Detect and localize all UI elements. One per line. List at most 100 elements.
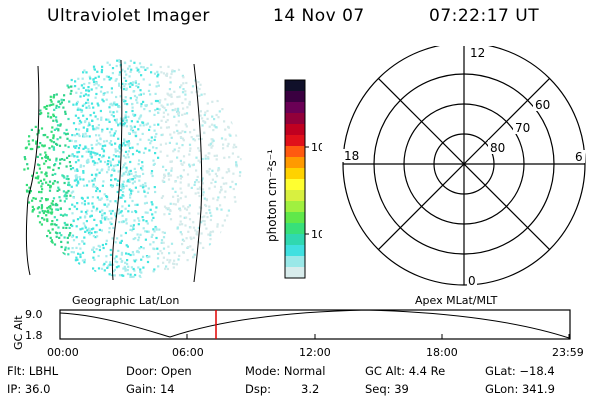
aurora-pixel: [113, 164, 116, 168]
aurora-pixel: [79, 178, 82, 181]
aurora-pixel: [185, 125, 188, 128]
colorbar-swatch: [285, 157, 305, 169]
aurora-pixel: [108, 142, 112, 145]
aurora-pixel: [35, 171, 38, 174]
aurora-pixel: [95, 248, 98, 251]
aurora-pixel: [46, 219, 49, 223]
aurora-pixel: [65, 197, 68, 200]
aurora-pixel: [77, 107, 80, 110]
aurora-pixel: [153, 162, 156, 165]
aurora-pixel: [83, 261, 86, 264]
aurora-pixel: [47, 115, 50, 118]
aurora-pixel: [101, 128, 104, 131]
aurora-pixel: [108, 106, 111, 109]
aurora-pixel: [111, 237, 114, 240]
aurora-pixel: [117, 212, 120, 215]
aurora-pixel: [67, 117, 70, 121]
aurora-pixel: [54, 231, 58, 234]
aurora-pixel: [193, 128, 196, 131]
aurora-pixel: [63, 200, 66, 203]
aurora-pixel: [224, 190, 227, 193]
aurora-pixel: [182, 107, 185, 110]
aurora-pixel: [133, 90, 136, 93]
aurora-pixel: [117, 249, 120, 252]
aurora-pixel: [206, 102, 209, 105]
aurora-pixel: [131, 109, 134, 113]
instrument-title: Ultraviolet Imager: [47, 6, 210, 26]
aurora-pixel: [164, 98, 167, 101]
aurora-pixel: [59, 199, 62, 202]
aurora-pixel: [177, 68, 181, 71]
aurora-pixel: [106, 266, 109, 269]
aurora-pixel: [125, 111, 128, 114]
aurora-pixel: [210, 181, 213, 185]
aurora-pixel: [99, 160, 102, 163]
aurora-pixel: [98, 198, 101, 201]
aurora-pixel: [124, 102, 127, 105]
aurora-pixel: [41, 188, 44, 191]
aurora-pixel: [195, 134, 199, 137]
aurora-pixel: [195, 156, 198, 159]
aurora-pixel: [215, 126, 218, 129]
aurora-pixel: [70, 89, 73, 93]
aurora-pixel: [123, 140, 126, 143]
aurora-pixel: [112, 154, 115, 157]
aurora-pixel: [165, 207, 168, 210]
aurora-pixel: [83, 103, 86, 106]
aurora-pixel: [46, 206, 49, 210]
aurora-pixel: [196, 86, 199, 89]
aurora-pixel: [206, 216, 209, 219]
aurora-pixel: [142, 255, 145, 258]
colorbar-swatch: [285, 234, 305, 246]
colorbar-swatch: [285, 212, 305, 224]
aurora-pixel: [72, 190, 75, 193]
aurora-pixel: [186, 259, 189, 262]
aurora-pixel: [46, 198, 49, 201]
aurora-pixel: [102, 100, 105, 103]
aurora-pixel: [67, 247, 70, 250]
aurora-pixel: [201, 177, 204, 180]
aurora-pixel: [213, 185, 216, 188]
aurora-pixel: [128, 65, 131, 68]
aurora-pixel: [109, 110, 112, 114]
aurora-pixel: [211, 230, 215, 233]
aurora-pixel: [65, 191, 68, 194]
aurora-pixel: [226, 214, 229, 217]
aurora-pixel: [84, 215, 87, 218]
aurora-pixel: [201, 216, 204, 219]
aurora-pixel: [218, 168, 221, 171]
aurora-pixel: [108, 78, 111, 81]
aurora-pixel: [50, 241, 53, 244]
aurora-pixel: [129, 228, 132, 231]
aurora-pixel: [51, 173, 54, 176]
aurora-pixel: [89, 114, 92, 117]
aurora-pixel: [88, 135, 91, 138]
aurora-pixel: [160, 241, 163, 244]
aurora-pixel: [179, 177, 182, 180]
aurora-pixel: [141, 165, 144, 168]
aurora-pixel: [113, 257, 116, 260]
colorbar-ticklabel-100: 100: [311, 141, 322, 154]
aurora-pixel: [151, 203, 154, 206]
aurora-pixel: [101, 217, 104, 220]
aurora-pixel: [107, 118, 110, 121]
aurora-pixel: [37, 131, 40, 134]
aurora-pixel: [65, 177, 68, 180]
aurora-pixel: [181, 144, 184, 147]
aurora-pixel: [172, 150, 175, 153]
aurora-pixel: [93, 250, 96, 254]
aurora-pixel: [173, 90, 176, 93]
aurora-pixel: [206, 171, 209, 174]
aurora-pixel: [65, 165, 68, 168]
aurora-pixel: [103, 140, 106, 143]
aurora-pixel: [108, 63, 111, 66]
aurora-pixel: [124, 150, 128, 153]
aurora-pixel: [139, 277, 143, 278]
aurora-pixel: [157, 73, 160, 76]
aurora-pixel: [116, 190, 119, 194]
aurora-pixel: [142, 66, 145, 69]
aurora-pixel: [67, 183, 70, 186]
aurora-pixel: [77, 77, 80, 80]
aurora-pixel: [216, 199, 219, 202]
aurora-pixel: [209, 142, 212, 145]
